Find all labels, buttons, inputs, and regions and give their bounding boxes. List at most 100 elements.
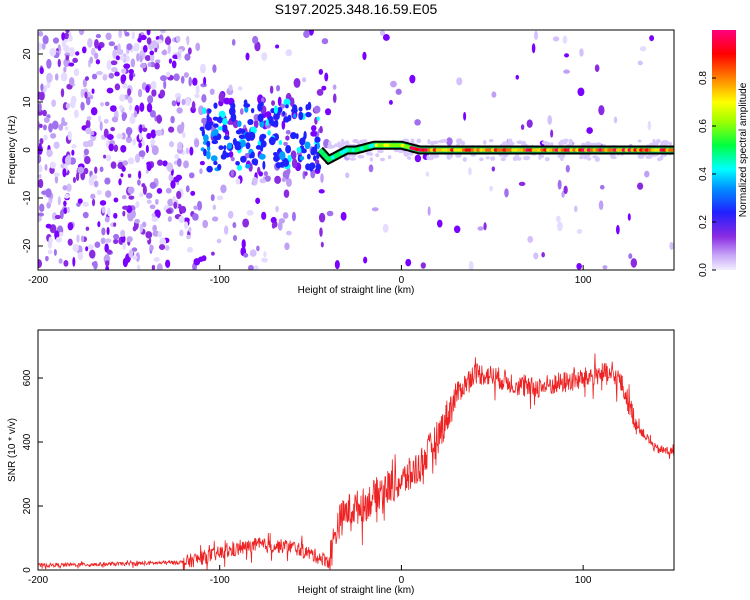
spectrogram-cell — [324, 72, 329, 82]
spectrogram-cell — [490, 156, 496, 161]
spectrogram-cell — [113, 45, 119, 51]
spectrogram-cell — [207, 108, 212, 114]
spectrogram-cell — [285, 104, 289, 109]
spectrogram-cell — [157, 231, 162, 238]
spectrogram-cell — [75, 51, 80, 56]
spectrogram-cell — [165, 187, 172, 194]
x-tick-label: 100 — [575, 275, 592, 286]
spectrogram-cell — [106, 87, 114, 94]
spectrogram-cell — [154, 47, 158, 53]
spectrogram-cell — [125, 55, 130, 63]
spectrogram-cell — [257, 116, 264, 121]
spectrogram-cell — [189, 146, 194, 156]
spectrogram-cell — [139, 55, 143, 63]
spectrogram-cell — [188, 76, 192, 87]
spectrogram-cell — [278, 139, 283, 146]
spectrogram-cell — [483, 222, 487, 231]
spectrogram-cell — [122, 210, 126, 217]
spectrogram-cell — [206, 150, 211, 160]
spectrogram-cell — [93, 180, 99, 188]
spectrogram-cell — [274, 119, 279, 128]
spectrogram-cell — [127, 173, 132, 178]
spectrogram-cell — [203, 148, 207, 157]
spectrogram-cell — [106, 227, 110, 236]
spectrogram-cell — [326, 210, 334, 217]
spectrogram-cell — [265, 118, 269, 126]
spectrogram-cell — [368, 164, 374, 173]
spectrogram-cell — [547, 115, 553, 125]
spectrogram-cell — [318, 212, 326, 223]
spectrogram-cell — [165, 71, 171, 78]
spectrogram-cell — [120, 74, 127, 83]
spectrogram-cell — [176, 158, 182, 167]
spectrogram-cell — [167, 44, 171, 55]
spectrogram-cell — [217, 126, 224, 131]
spectrogram-cell — [282, 111, 286, 116]
spectrogram-cell — [87, 244, 94, 250]
spectrogram-cell — [212, 116, 219, 121]
spectrogram-cell — [285, 49, 293, 57]
spectrogram-cell — [66, 183, 72, 192]
colorbar-tick-label: 0.4 — [698, 167, 709, 181]
spectrogram-cell — [245, 163, 251, 169]
spectrogram-cell — [241, 239, 246, 249]
spectrogram-cell — [250, 107, 255, 114]
spectrogram-cell — [377, 149, 384, 154]
spectrogram-cell — [583, 155, 588, 160]
spectrogram-cell — [138, 150, 146, 158]
spectrogram-cell — [291, 158, 298, 169]
spectrogram-cell — [108, 143, 114, 152]
spectrogram-cell — [264, 175, 271, 182]
spectrogram-cell — [124, 31, 130, 37]
spectrogram-cell — [53, 172, 61, 177]
spectrogram-cell — [68, 34, 73, 42]
spectrogram-cell — [71, 149, 75, 156]
spectrogram-cell — [613, 116, 618, 124]
spectrogram-cell — [142, 221, 147, 228]
spectrogram-cell — [238, 134, 246, 140]
spectrogram-cell — [257, 103, 262, 112]
spectrogram-cell — [242, 218, 250, 228]
spectrogram-cell — [290, 150, 297, 160]
spectrogram-cell — [259, 178, 266, 184]
spectrogram-cell — [129, 72, 134, 82]
spectrogram-cell — [516, 140, 524, 145]
spectrogram-cell — [491, 166, 496, 172]
spectrogram-cell — [90, 107, 98, 116]
spectrogram-cell — [315, 163, 322, 171]
spectrogram-cell — [62, 185, 68, 191]
spectrogram-cell — [324, 108, 332, 116]
spectrogram-cell — [277, 96, 282, 107]
spectrogram-cell — [73, 68, 80, 77]
spectrogram-cell — [192, 77, 198, 86]
spectrogram-cell — [337, 143, 344, 149]
spectrogram-cell — [61, 32, 66, 41]
spectrogram-cell — [43, 117, 50, 124]
colorbar-tick-label: 0.0 — [698, 263, 709, 277]
spectrogram-cell — [213, 102, 218, 109]
spectrogram-cell — [38, 173, 42, 179]
spectrogram-cell — [248, 264, 254, 270]
ridge-cell — [322, 153, 327, 157]
spectrogram-cell — [306, 153, 311, 160]
spectrogram-cell — [483, 139, 487, 145]
spectrogram-cell — [362, 139, 368, 143]
spectrogram-cell — [349, 157, 357, 161]
spectrogram-cell — [279, 151, 286, 160]
spectrogram-cell — [75, 172, 80, 182]
spectrogram-cell — [276, 85, 281, 92]
x-tick-label: -200 — [28, 275, 48, 286]
spectrogram-cell — [275, 205, 279, 213]
spectrogram-cell — [507, 138, 513, 143]
spectrogram-cell — [328, 142, 332, 146]
spectrogram-cell — [66, 206, 70, 214]
spectrogram-cell — [220, 184, 227, 194]
spectrogram-cell — [99, 200, 107, 206]
spectrogram-cell — [113, 144, 119, 152]
spectrogram-cell — [206, 165, 213, 173]
spectrogram-cell — [298, 106, 303, 112]
spectrogram-cell — [41, 42, 46, 50]
spectrogram-cell — [38, 102, 42, 112]
spectrogram-cell — [282, 212, 289, 219]
spectrogram-cell — [63, 66, 67, 73]
